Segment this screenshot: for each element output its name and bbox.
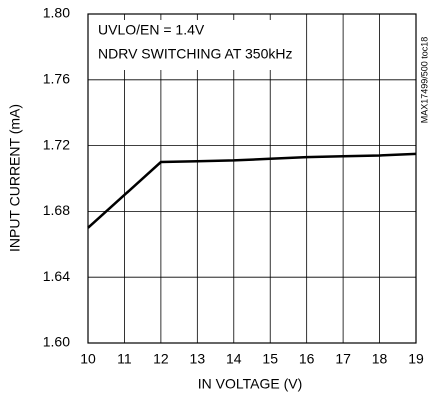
x-tick-label: 17: [335, 351, 351, 367]
side-label: MAX17499/500 toc18: [419, 37, 429, 124]
x-tick-label: 18: [372, 351, 388, 367]
y-tick-label: 1.64: [43, 268, 70, 284]
annotation-box: [94, 20, 300, 70]
y-tick-label: 1.60: [43, 334, 70, 350]
x-tick-label: 16: [299, 351, 315, 367]
x-tick-label: 19: [408, 351, 424, 367]
annotation: UVLO/EN = 1.4V: [98, 22, 205, 38]
x-tick-label: 13: [190, 351, 206, 367]
x-tick-label: 12: [153, 351, 169, 367]
x-tick-label: 14: [226, 351, 242, 367]
y-tick-label: 1.68: [43, 202, 70, 218]
x-axis-title: IN VOLTAGE (V): [198, 376, 303, 392]
y-tick-label: 1.72: [43, 136, 70, 152]
data-line: [87, 152, 417, 229]
plot-frame: [87, 13, 417, 344]
y-tick-label: 1.80: [43, 5, 70, 21]
y-axis-title: INPUT CURRENT (mA): [7, 104, 23, 252]
x-tick-label: 15: [262, 351, 278, 367]
y-tick-label: 1.76: [43, 71, 70, 87]
x-tick-label: 10: [80, 351, 96, 367]
annotation: NDRV SWITCHING AT 350kHz: [98, 46, 292, 62]
x-tick-label: 11: [117, 351, 132, 367]
